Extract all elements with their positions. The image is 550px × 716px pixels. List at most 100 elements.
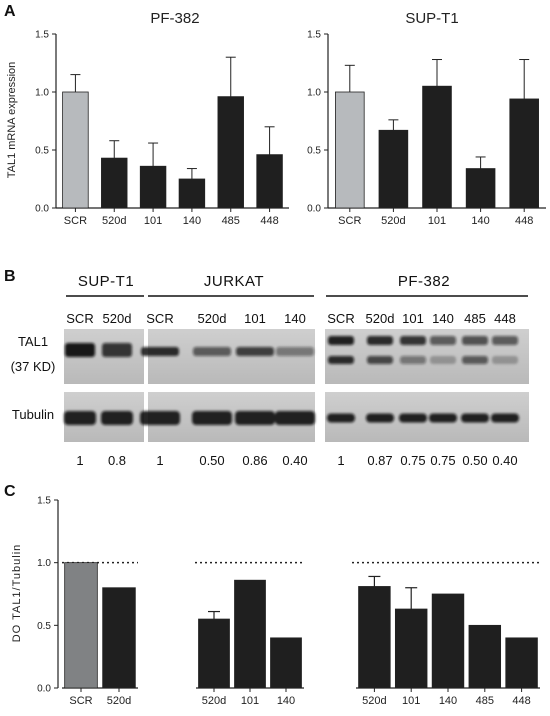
blot-lane-label: SCR — [66, 311, 93, 326]
bar — [198, 618, 230, 689]
bar — [101, 157, 128, 209]
blot-band-tal1 — [367, 336, 393, 345]
blot-band-tal1 — [276, 347, 314, 356]
bar — [509, 98, 539, 209]
bar — [358, 586, 391, 689]
bar — [64, 562, 98, 689]
blot-quant-value: 0.75 — [400, 453, 425, 468]
x-tick-label: 485 — [476, 695, 494, 707]
y-tick-label: 1.0 — [37, 558, 51, 569]
blot-band-tubulin — [235, 411, 275, 425]
blot-row-label-tubulin: Tubulin — [12, 407, 54, 422]
blot-band-tal1-lower — [430, 356, 456, 364]
blot-band-tal1-lower — [462, 356, 488, 364]
y-tick-label: 1.5 — [35, 30, 49, 41]
western-blot: SUP-T1 JURKAT PF-382 TAL1 (37 KD) Tubuli… — [11, 273, 529, 468]
blot-quant-value: 0.50 — [462, 453, 487, 468]
bar — [378, 129, 409, 209]
panel-label-c: C — [4, 483, 16, 500]
bar — [270, 637, 302, 689]
x-tick-label: SCR — [338, 215, 361, 227]
blot-band-tubulin — [429, 413, 457, 423]
x-tick-label: 448 — [515, 215, 533, 227]
x-tick-label: 101 — [241, 695, 259, 707]
blot-quant-value: 0.87 — [367, 453, 392, 468]
blot-quant-value: 1 — [337, 453, 344, 468]
blot-lane-label: 520d — [366, 311, 395, 326]
x-tick-label: 448 — [512, 695, 530, 707]
blot-quant-value: 1 — [76, 453, 83, 468]
blot-row-label-tal1: TAL1 — [18, 334, 48, 349]
bar — [178, 178, 206, 209]
y-tick-label: 0.0 — [35, 204, 49, 215]
x-tick-label: 140 — [439, 695, 457, 707]
bar — [465, 168, 496, 209]
blot-band-tubulin — [101, 411, 133, 425]
bar — [217, 96, 244, 209]
blot-band-tal1 — [462, 336, 488, 345]
blot-lane-text: SCR 1 520d 0.8 SCR 1 520d 0.50 101 0.86 140 0.40 SCR… — [66, 311, 517, 468]
blot-band-tal1 — [141, 347, 179, 356]
y-tick-label: 1.0 — [307, 88, 321, 99]
blot-band-tal1 — [400, 336, 426, 345]
blot-band-tubulin — [399, 413, 427, 423]
panel-label-a: A — [4, 3, 16, 20]
x-tick-label: 520d — [102, 215, 126, 227]
chart-title-pf382: PF-382 — [150, 10, 199, 27]
blot-lane-label: 140 — [432, 311, 454, 326]
blot-group-pf382: PF-382 — [398, 273, 450, 290]
blot-quant-value: 0.40 — [492, 453, 517, 468]
y-tick-label: 0.5 — [35, 146, 49, 157]
blot-band-tubulin — [366, 413, 394, 423]
blot-lane-label: SCR — [327, 311, 354, 326]
bar — [422, 85, 452, 209]
x-tick-label: 101 — [428, 215, 446, 227]
blot-band-tal1 — [492, 336, 518, 345]
blot-lane-label: 448 — [494, 311, 516, 326]
blot-band-tubulin — [275, 411, 315, 425]
y-tick-label: 0.0 — [307, 204, 321, 215]
blot-lane-label: 520d — [198, 311, 227, 326]
blot-band-tubulin — [491, 413, 519, 423]
blot-quant-value: 1 — [156, 453, 163, 468]
blot-band-tal1 — [328, 336, 354, 345]
blot-quant-value: 0.75 — [430, 453, 455, 468]
bar — [234, 579, 266, 689]
bar — [139, 165, 167, 209]
blot-lane-label: 520d — [103, 311, 132, 326]
y-tick-label: 0.5 — [307, 146, 321, 157]
y-tick-label: 0.5 — [37, 621, 51, 632]
membrane-jurkat-tal1 — [148, 329, 315, 384]
bar — [505, 637, 538, 689]
blot-band-tal1-lower — [400, 356, 426, 364]
blot-band-tubulin — [140, 411, 180, 425]
bar — [431, 593, 465, 689]
panel-label-b: B — [4, 268, 16, 285]
blot-lane-label: 101 — [244, 311, 266, 326]
bar — [62, 91, 89, 209]
x-tick-label: 101 — [144, 215, 162, 227]
x-tick-label: 520d — [381, 215, 405, 227]
blot-band-tubulin — [327, 413, 355, 423]
blot-band-tal1 — [430, 336, 456, 345]
blot-lane-label: 101 — [402, 311, 424, 326]
bar — [394, 608, 428, 689]
blot-band-tal1 — [193, 347, 231, 356]
blot-quant-value: 0.8 — [108, 453, 126, 468]
y-axis-label-mrna: TAL1 mRNA expression — [6, 62, 18, 179]
blot-band-tal1 — [236, 347, 274, 356]
chart-ratio: 0.0 0.5 1.0 1.5 SCR 520d 520d 101 140 520d 101 140 4… — [37, 496, 540, 707]
x-tick-label: 520d — [202, 695, 226, 707]
blot-band-tubulin — [64, 411, 96, 425]
blot-quant-value: 0.40 — [282, 453, 307, 468]
x-tick-label: 101 — [402, 695, 420, 707]
x-tick-label: 140 — [471, 215, 489, 227]
blot-lane-label: 140 — [284, 311, 306, 326]
x-tick-label: 140 — [277, 695, 295, 707]
blot-quant-value: 0.86 — [242, 453, 267, 468]
x-tick-label: 520d — [362, 695, 386, 707]
blot-bands — [64, 336, 519, 425]
blot-group-jurkat: JURKAT — [204, 273, 264, 290]
blot-lane-label: 485 — [464, 311, 486, 326]
